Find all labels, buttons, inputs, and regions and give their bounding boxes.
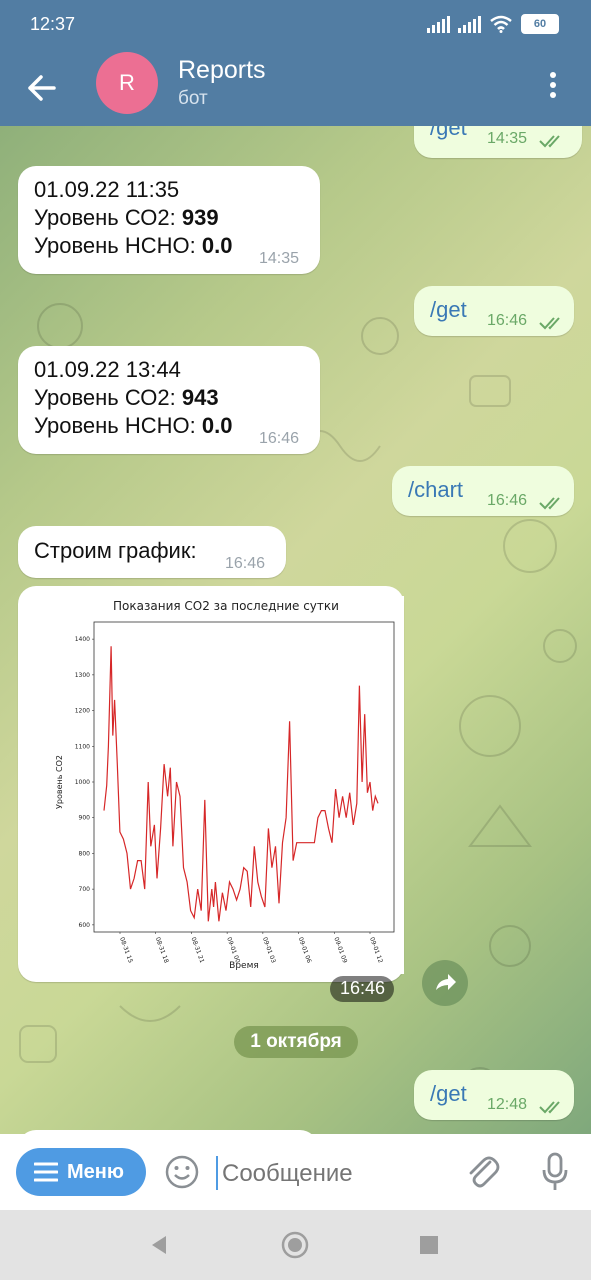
nav-home-icon[interactable] bbox=[280, 1230, 310, 1260]
message-input[interactable] bbox=[220, 1154, 454, 1194]
message-line: Уровень СО2: 943 bbox=[34, 385, 219, 410]
hamburger-icon bbox=[34, 1162, 58, 1182]
message-line: 01.09.22 11:35 bbox=[34, 177, 180, 202]
chart: Показания CO2 за последние сутки 600 700 80… bbox=[55, 599, 395, 971]
message-incoming[interactable] bbox=[18, 1130, 318, 1134]
emoji-icon[interactable] bbox=[164, 1154, 200, 1190]
menu-label: Меню bbox=[67, 1161, 124, 1183]
message-incoming[interactable]: 01.09.22 11:35 Уровень СО2: 939 Уровень … bbox=[18, 166, 320, 274]
message-text: /get bbox=[430, 126, 467, 140]
battery-icon: 60 bbox=[521, 14, 559, 34]
chat-subtitle: бот bbox=[178, 88, 208, 109]
avatar[interactable]: R bbox=[96, 52, 158, 114]
y-tick-label: 1100 bbox=[75, 743, 90, 750]
message-time: 14:35 bbox=[259, 250, 300, 267]
series-line bbox=[103, 646, 379, 922]
y-tick-label: 700 bbox=[79, 886, 91, 893]
y-tick-label: 600 bbox=[79, 922, 91, 929]
status-icons: 60 bbox=[427, 14, 559, 34]
y-tick-label: 800 bbox=[79, 850, 91, 857]
signal-icon-2 bbox=[458, 15, 481, 33]
message-time: 16:46 bbox=[487, 492, 528, 509]
message-line: 01.09.22 13:44 bbox=[34, 357, 181, 382]
y-tick-label: 1400 bbox=[75, 636, 90, 643]
x-tick-label: 09-01 06 bbox=[297, 936, 313, 964]
chat-area[interactable]: /get 14:35 01.09.22 11:35 Уровень СО2: 9… bbox=[0, 126, 591, 1134]
more-menu-icon[interactable] bbox=[543, 70, 563, 100]
message-text: /get bbox=[430, 297, 467, 322]
message-time: 16:46 bbox=[487, 312, 528, 329]
input-bar: Меню bbox=[0, 1134, 591, 1210]
nav-recents-icon[interactable] bbox=[418, 1234, 440, 1256]
message-time: 16:46 bbox=[340, 978, 386, 998]
text-cursor bbox=[216, 1156, 218, 1190]
read-check-icon bbox=[539, 497, 560, 510]
message-time: 12:48 bbox=[487, 1096, 528, 1113]
forward-button[interactable] bbox=[422, 960, 468, 1006]
message-line: Уровень СО2: 939 bbox=[34, 205, 219, 230]
attach-icon[interactable] bbox=[464, 1152, 500, 1192]
chat-title[interactable]: Reports bbox=[178, 56, 266, 84]
message-incoming[interactable]: 01.09.22 13:44 Уровень СО2: 943 Уровень … bbox=[18, 346, 320, 454]
chart-image[interactable]: Показания CO2 за последние сутки 600 700 80… bbox=[48, 596, 404, 974]
signal-icon bbox=[427, 15, 450, 33]
x-tick-label: 09-01 12 bbox=[368, 936, 384, 964]
message-text: /get bbox=[430, 1081, 467, 1106]
message-outgoing[interactable]: /get 12:48 bbox=[414, 1070, 574, 1120]
x-tick-label: 09-01 03 bbox=[261, 936, 277, 964]
message-time: 16:46 bbox=[225, 555, 266, 572]
y-tick-label: 1200 bbox=[75, 708, 90, 715]
chart-frame bbox=[93, 621, 395, 933]
date-separator: 1 октября bbox=[234, 1026, 358, 1058]
forward-icon bbox=[436, 974, 456, 990]
message-time-badge bbox=[330, 976, 394, 1002]
message-outgoing[interactable]: /get 14:35 bbox=[414, 126, 582, 158]
x-tick-label: 08-31 21 bbox=[190, 936, 206, 964]
message-text: Строим график: bbox=[34, 538, 197, 563]
message-incoming[interactable]: Строим график: 16:46 bbox=[18, 526, 286, 578]
status-bar: 12:37 60 bbox=[0, 0, 591, 52]
message-text: /chart bbox=[408, 477, 464, 502]
y-axis-label: Уровень CO2 bbox=[55, 755, 64, 809]
wifi-icon bbox=[490, 15, 512, 33]
y-tick-label: 1300 bbox=[75, 672, 90, 679]
message-image[interactable]: Показания CO2 за последние сутки 600 700 80… bbox=[18, 586, 404, 1002]
bot-menu-button[interactable]: Меню bbox=[16, 1148, 146, 1196]
system-nav-bar bbox=[0, 1210, 591, 1280]
y-tick-label: 1000 bbox=[75, 779, 90, 786]
message-line: Уровень НСНО: 0.0 bbox=[34, 413, 233, 438]
message-outgoing[interactable]: /get 16:46 bbox=[414, 286, 574, 336]
x-axis-label: Время bbox=[229, 961, 259, 971]
x-tick-label: 08-31 15 bbox=[118, 936, 134, 964]
y-tick-label: 900 bbox=[79, 815, 91, 822]
x-tick-label: 08-31 18 bbox=[154, 936, 170, 964]
read-check-icon bbox=[539, 135, 560, 148]
message-time: 16:46 bbox=[259, 430, 300, 447]
x-tick-label: 09-01 09 bbox=[332, 936, 348, 964]
chat-header: R Reports бот bbox=[0, 52, 591, 126]
read-check-icon bbox=[539, 317, 560, 330]
message-time: 14:35 bbox=[487, 130, 528, 147]
read-check-icon bbox=[539, 1101, 560, 1114]
microphone-icon[interactable] bbox=[540, 1152, 570, 1192]
chart-title: Показания CO2 за последние сутки bbox=[113, 599, 339, 613]
message-outgoing[interactable]: /chart 16:46 bbox=[392, 466, 574, 516]
message-line: Уровень НСНО: 0.0 bbox=[34, 233, 233, 258]
nav-back-icon[interactable] bbox=[148, 1234, 170, 1256]
clock: 12:37 bbox=[30, 14, 76, 34]
back-arrow-icon[interactable] bbox=[22, 68, 62, 108]
